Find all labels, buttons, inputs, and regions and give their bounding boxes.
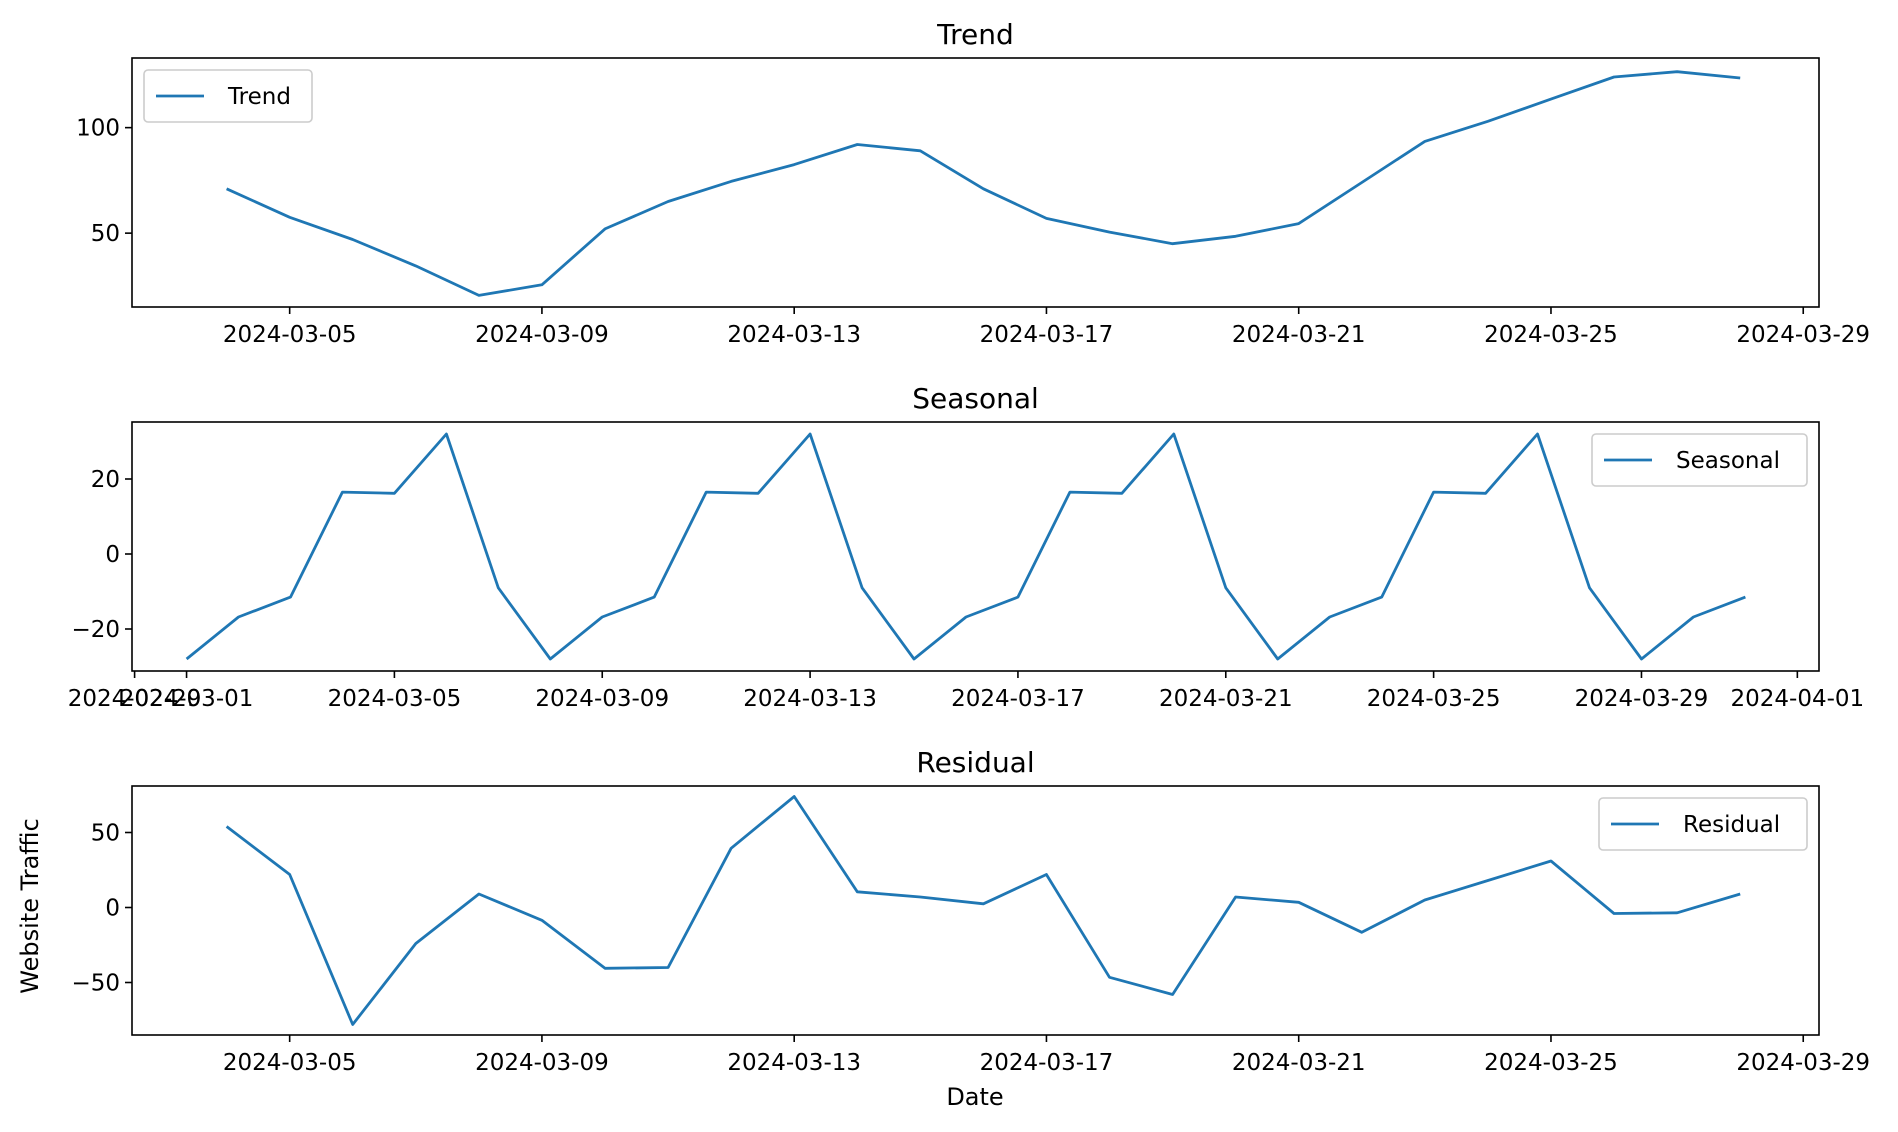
seasonal-axes-frame xyxy=(131,421,1820,672)
residual-xtick-label: 2024-03-13 xyxy=(727,1050,861,1076)
trend-panel: Trend 50 100 2024-03-05 2024-03-09 2024-03-13… xyxy=(76,18,1870,348)
y-axis-label: Website Traffic xyxy=(16,818,44,993)
seasonal-legend-box xyxy=(1591,433,1808,487)
residual-ytick-label: 0 xyxy=(105,896,120,922)
seasonal-xtick-label: 2024-03-29 xyxy=(1575,686,1709,712)
x-axis-label: Date xyxy=(946,1083,1003,1111)
residual-series-line xyxy=(225,795,1741,1026)
residual-xtick-label: 2024-03-29 xyxy=(1736,1050,1870,1076)
seasonal-xtick-label: 2024-03-01 xyxy=(120,686,254,712)
seasonal-legend-label: Seasonal xyxy=(1676,448,1780,474)
trend-legend-box xyxy=(143,69,313,123)
residual-xtick-label: 2024-03-21 xyxy=(1232,1050,1366,1076)
seasonal-xtick-label: 2024-03-25 xyxy=(1367,686,1501,712)
trend-legend-label: Trend xyxy=(227,84,291,110)
residual-ytick-label: −50 xyxy=(71,971,120,997)
seasonal-xtick-label: 2024-03-09 xyxy=(535,686,669,712)
seasonal-xtick-label: 2024-03-21 xyxy=(1159,686,1293,712)
trend-series-line xyxy=(226,70,1741,297)
residual-legend-label: Residual xyxy=(1683,812,1780,838)
trend-xtick-label: 2024-03-13 xyxy=(727,322,861,348)
seasonal-ytick-label: 0 xyxy=(105,542,120,568)
residual-panel: Residual −50 0 50 2024-03-05 2024-03-09 2024-0… xyxy=(71,746,1870,1076)
trend-ytick-label: 100 xyxy=(76,116,120,142)
residual-legend-box xyxy=(1598,797,1808,851)
trend-xtick-label: 2024-03-09 xyxy=(475,322,609,348)
seasonal-series-line xyxy=(185,432,1746,661)
residual-ytick-label: 50 xyxy=(91,821,120,847)
residual-xtick-label: 2024-03-05 xyxy=(223,1050,357,1076)
seasonal-xtick-label: 2024-03-17 xyxy=(951,686,1085,712)
residual-xtick-label: 2024-03-25 xyxy=(1484,1050,1618,1076)
residual-legend: Residual xyxy=(1598,797,1808,851)
trend-xtick-label: 2024-03-25 xyxy=(1484,322,1618,348)
trend-title: Trend xyxy=(936,18,1014,51)
trend-axes-frame xyxy=(131,57,1820,308)
trend-xtick-label: 2024-03-29 xyxy=(1736,322,1870,348)
seasonal-xtick-label: 2024-04-01 xyxy=(1731,686,1865,712)
seasonal-legend: Seasonal xyxy=(1591,433,1808,487)
seasonal-xtick-label: 2024-03-05 xyxy=(328,686,462,712)
residual-xtick-label: 2024-03-17 xyxy=(980,1050,1114,1076)
trend-xtick-label: 2024-03-21 xyxy=(1232,322,1366,348)
residual-axes-frame xyxy=(131,785,1820,1036)
trend-ytick-label: 50 xyxy=(91,221,120,247)
seasonal-xtick-label: 2024-03-13 xyxy=(743,686,877,712)
trend-xtick-label: 2024-03-05 xyxy=(223,322,357,348)
trend-xtick-label: 2024-03-17 xyxy=(980,322,1114,348)
seasonal-ytick-label: 20 xyxy=(91,467,120,493)
trend-legend: Trend xyxy=(143,69,313,123)
seasonal-ytick-label: −20 xyxy=(71,617,120,643)
residual-title: Residual xyxy=(916,746,1034,779)
seasonal-xtick-label: 2024-02-29 xyxy=(68,686,202,712)
seasonal-title: Seasonal xyxy=(912,382,1039,415)
residual-xtick-label: 2024-03-09 xyxy=(475,1050,609,1076)
